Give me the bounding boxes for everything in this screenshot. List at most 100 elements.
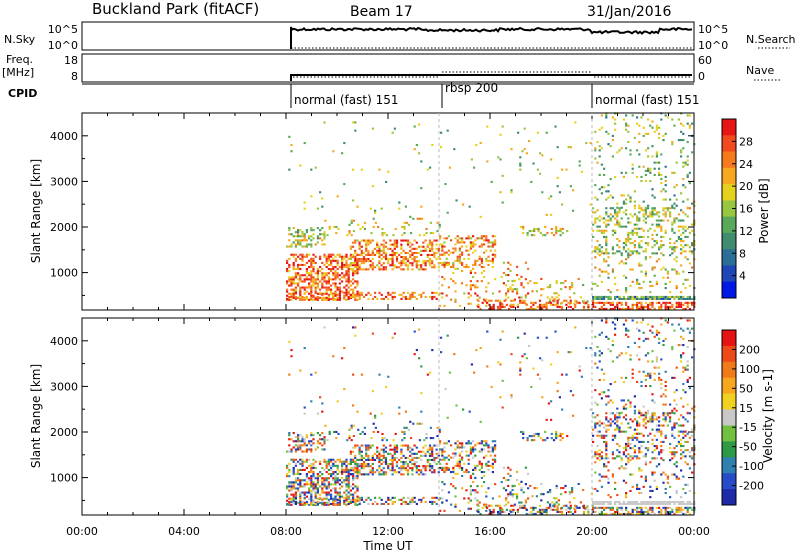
velocity-cell: [297, 468, 300, 471]
power-cell: [303, 255, 306, 258]
power-cell: [362, 251, 366, 254]
power-cell: [316, 272, 319, 275]
velocity-cell: [673, 473, 676, 476]
velocity-cell: [677, 506, 680, 509]
velocity-cell: [545, 512, 548, 515]
power-cell: [524, 294, 527, 297]
velocity-cell: [620, 430, 623, 433]
velocity-cell: [660, 457, 663, 460]
power-cell: [443, 251, 446, 254]
power-cell: [321, 278, 324, 281]
velocity-cell: [625, 445, 628, 448]
velocity-cell: [516, 493, 519, 496]
power-ytick-label: 2000: [50, 221, 78, 234]
power-cell: [415, 262, 418, 265]
power-cell: [382, 245, 385, 248]
velocity-cell: [425, 432, 428, 435]
velocity-cell: [671, 323, 674, 326]
velocity-cell: [328, 432, 331, 435]
power-cell: [611, 134, 614, 137]
velocity-cell: [360, 496, 363, 499]
power-cell: [671, 305, 674, 308]
power-cell: [605, 229, 608, 232]
velocity-cell: [334, 481, 337, 484]
velocity-cell: [642, 510, 645, 513]
power-cell: [662, 244, 665, 247]
velocity-cell: [348, 435, 351, 438]
velocity-cell: [644, 418, 647, 421]
power-cell: [418, 123, 421, 126]
velocity-cell: [347, 491, 350, 494]
power-cell: [321, 293, 324, 296]
velocity-cell: [545, 336, 548, 339]
velocity-cell: [666, 424, 669, 427]
velocity-cell: [325, 491, 328, 494]
velocity-cell: [401, 430, 404, 433]
power-cell: [458, 304, 461, 307]
velocity-cell: [561, 432, 564, 435]
velocity-cell: [658, 512, 661, 515]
power-cell: [675, 305, 678, 308]
velocity-cell: [485, 509, 488, 512]
velocity-cell: [629, 358, 632, 361]
power-cell: [607, 256, 610, 259]
power-cell: [550, 232, 553, 235]
power-cell: [411, 293, 414, 296]
velocity-cell: [596, 502, 599, 505]
velocity-ytick-label: 2000: [50, 426, 78, 439]
velocity-cell: [294, 448, 297, 451]
power-cell: [655, 219, 658, 222]
velocity-cell: [605, 506, 608, 509]
power-cell: [609, 295, 612, 298]
power-cell: [301, 295, 304, 298]
velocity-cell: [688, 512, 691, 515]
velocity-cell: [415, 456, 418, 459]
power-cell: [404, 205, 407, 208]
velocity-cell: [642, 370, 645, 373]
velocity-cell: [391, 456, 394, 459]
power-cell: [620, 217, 623, 220]
velocity-cell: [341, 464, 344, 467]
power-cell: [684, 186, 687, 189]
velocity-cell: [616, 356, 619, 359]
velocity-cell: [533, 435, 536, 438]
power-cell: [374, 221, 377, 224]
power-cell: [413, 256, 416, 259]
velocity-cell: [288, 475, 291, 478]
velocity-cell: [336, 479, 339, 482]
power-cell: [376, 243, 379, 246]
power-cell: [369, 266, 372, 269]
power-cell: [350, 234, 353, 237]
power-cell: [363, 295, 366, 298]
velocity-cell: [686, 380, 689, 383]
power-cell: [660, 118, 663, 121]
velocity-cell: [592, 412, 595, 415]
power-cell: [360, 268, 363, 271]
power-cell: [675, 198, 678, 201]
power-cell: [290, 253, 293, 256]
power-cell: [297, 233, 300, 236]
power-cell: [605, 295, 608, 298]
power-cell: [404, 262, 407, 265]
power-cell: [666, 305, 669, 308]
power-cell: [516, 290, 519, 293]
power-cell: [406, 251, 410, 254]
velocity-cell: [638, 329, 641, 332]
power-cell: [592, 207, 595, 210]
velocity-cell: [391, 448, 394, 451]
velocity-cell: [301, 468, 304, 471]
velocity-cell: [310, 448, 313, 451]
velocity-cell: [686, 510, 689, 513]
velocity-cell: [629, 473, 632, 476]
power-cell: [354, 293, 357, 296]
power-cell: [425, 227, 428, 230]
velocity-cell: [290, 483, 293, 486]
velocity-cell: [498, 495, 501, 498]
velocity-cell: [424, 467, 427, 470]
power-cell: [666, 301, 669, 304]
velocity-cell: [633, 409, 636, 412]
power-cell: [426, 260, 429, 263]
velocity-cell: [411, 458, 414, 461]
power-cell: [373, 247, 377, 250]
velocity-cell: [658, 451, 661, 454]
